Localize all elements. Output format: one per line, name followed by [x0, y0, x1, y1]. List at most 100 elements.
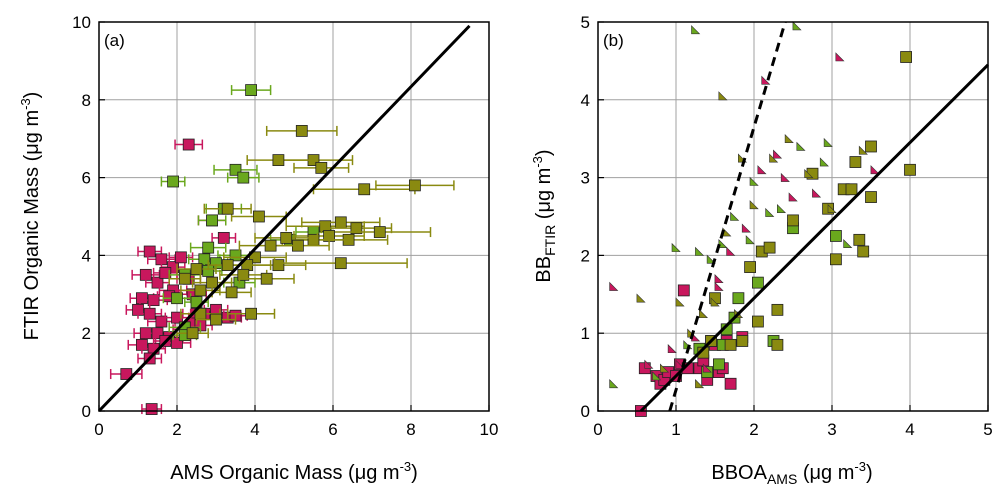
- panel-a-x-tick-label: 2: [172, 420, 181, 439]
- panel-a-olive-point: [190, 263, 203, 275]
- panel-a-x-tick-label: 10: [480, 420, 499, 439]
- panel-a-x-tick-label: 0: [94, 420, 103, 439]
- panel-b-olive-point: [865, 140, 877, 153]
- panel-b-triangle-point: [714, 274, 724, 284]
- panel-b-triangle-point: [659, 363, 670, 373]
- panel-b-triangle-point: [819, 157, 829, 167]
- panel-b-triangle-point: [827, 203, 837, 214]
- panel-b-triangle-point: [757, 165, 767, 175]
- panel-a-y-tick-label: 8: [82, 91, 91, 110]
- panel-a-olive-point: [245, 307, 258, 320]
- panel-a-pink-point: [147, 294, 160, 307]
- panel-b: (b) BBOAAMS (μg m-3) BBFTIR (μg m-3) 0 1 2…: [530, 13, 993, 487]
- panel-b-plot-frame: [597, 21, 989, 412]
- panel-a-olive-point: [186, 327, 199, 340]
- panel-b-triangle-point: [792, 21, 802, 31]
- panel-b-triangle-point: [780, 172, 790, 182]
- panel-a-olive-point: [210, 313, 222, 326]
- panel-a-olive-point: [178, 272, 191, 285]
- panel-b-olive-point: [845, 183, 858, 196]
- panel-b-triangle-point: [726, 246, 736, 256]
- panel-b-triangle-point: [741, 223, 751, 233]
- panel-a-solid-fit-line: [97, 24, 471, 413]
- panel-b-y-tick-label: 4: [581, 91, 590, 110]
- panel-b-triangle-point: [796, 141, 806, 151]
- panel-b-y-tick-label: 3: [581, 169, 590, 188]
- panel-b-triangle-point: [710, 297, 720, 307]
- panel-a-pink-point: [155, 315, 168, 328]
- panel-a-green-point: [229, 249, 242, 262]
- panel-a-pink-point: [174, 251, 187, 264]
- panel-b-triangle-point: [784, 133, 794, 143]
- panel-a-pink-point: [151, 276, 164, 289]
- panel-b-dashed-fit-line: [668, 21, 787, 412]
- panel-b-olive-point: [736, 335, 749, 347]
- panel-a-olive-point: [334, 216, 347, 229]
- panel-b-green-point: [713, 358, 725, 371]
- panel-a-olive-point: [221, 202, 234, 215]
- panel-b-triangle-point: [675, 297, 685, 307]
- panel-b-olive-point: [744, 261, 756, 273]
- panel-a-olive-point: [225, 286, 238, 299]
- panel-b-reference-lines: [639, 21, 990, 413]
- panel-a-plot-frame: [98, 21, 490, 412]
- panel-b-y-tick-label: 2: [581, 246, 590, 265]
- panel-b-triangle-point: [745, 235, 755, 245]
- panel-b-olive-point: [853, 233, 866, 246]
- panel-b-y-tick-label: 0: [581, 402, 590, 421]
- panel-a-green-point: [202, 241, 215, 254]
- panel-b-olive-point: [724, 338, 737, 351]
- panel-b-triangle-point: [858, 145, 868, 155]
- panel-b-triangle-point: [823, 137, 833, 147]
- panel-a-y-axis-title: FTIR Organic Mass (μg m-3): [18, 92, 43, 341]
- panel-b-olive-point: [763, 241, 776, 254]
- panel-b-olive-point: [857, 245, 870, 258]
- panel-b-triangle-point: [730, 211, 740, 221]
- panel-a-pink-point: [143, 307, 156, 320]
- panel-b-olive-point: [771, 303, 784, 316]
- panel-b-olive-point: [865, 191, 877, 203]
- panel-a-olive-point: [206, 276, 219, 289]
- panel-b-x-tick-label: 5: [983, 420, 992, 439]
- panel-b-triangle-point: [695, 379, 705, 389]
- panel-a-y-tick-label: 10: [72, 13, 91, 32]
- panel-b-triangle-point: [702, 363, 712, 373]
- panel-b-triangle-point: [870, 165, 880, 175]
- panel-a-olive-point: [272, 154, 285, 166]
- panel-b-triangle-point: [644, 359, 654, 369]
- panel-b-green-point: [752, 276, 764, 289]
- panel-b-label: (b): [603, 31, 624, 50]
- panel-b-triangle-point: [609, 379, 619, 389]
- panel-b-triangle-point: [698, 309, 709, 319]
- panel-a-green-point: [167, 175, 180, 188]
- panel-a-olive-point: [249, 251, 261, 264]
- panel-b-triangle-point: [812, 188, 822, 198]
- panel-b-triangle-point: [652, 371, 662, 381]
- panel-a-olive-point: [252, 210, 265, 223]
- panel-a-green-point: [245, 84, 258, 96]
- panel-b-triangle-point: [749, 176, 759, 186]
- panel-a-olive-point: [295, 125, 308, 137]
- panel-b-triangle-point: [714, 281, 724, 291]
- panel-b-triangle-point: [773, 149, 783, 159]
- panel-b-ticks: 0 1 2 3 4 5 0 1 2 3 4 5: [581, 13, 993, 439]
- panel-b-triangle-point: [776, 203, 787, 214]
- panel-a-y-tick-label: 6: [82, 169, 91, 188]
- panel-b-triangle-point: [749, 200, 759, 210]
- panel-a-olive-point: [373, 226, 386, 238]
- panel-b-olive-point: [752, 315, 764, 328]
- panel-b-y-axis-title: BBFTIR (μg m-3): [530, 149, 558, 282]
- panel-b-triangle-point: [765, 207, 775, 217]
- panel-a-y-tick-label: 2: [82, 324, 91, 343]
- panel-b-triangle-point: [667, 344, 677, 354]
- panel-b-triangle-point: [671, 242, 681, 252]
- panel-b-pink-point: [724, 377, 737, 390]
- panel-b-grid: [598, 22, 988, 411]
- panel-b-olive-point: [830, 253, 842, 266]
- panel-a-olive-point: [260, 272, 273, 285]
- panel-a-x-tick-label: 6: [328, 420, 337, 439]
- panel-a-olive-point: [358, 183, 371, 196]
- panel-a-pink-point: [159, 267, 172, 279]
- panel-b-olive-point: [787, 214, 799, 227]
- panel-a-olive-point: [237, 268, 250, 281]
